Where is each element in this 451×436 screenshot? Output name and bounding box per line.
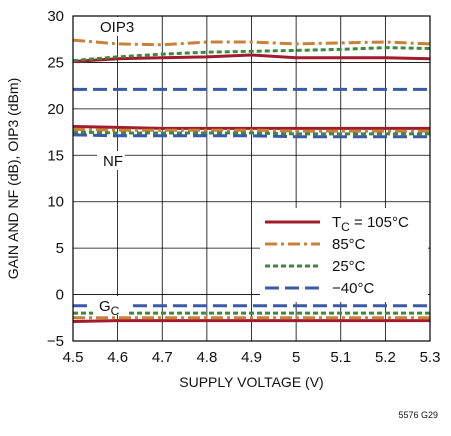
x-tick-label: 5.1 [330,349,351,366]
y-tick-label: 10 [47,194,64,211]
figure-id: 5576 G29 [398,410,438,420]
series-line [72,127,430,133]
series-line [72,46,431,63]
x-tick-labels: 4.5 4.6 4.7 4.8 4.9 5 5.1 5.2 5.3 [63,349,441,366]
y-tick-label: 15 [47,147,64,164]
x-tick-label: 5.3 [420,349,441,366]
y-tick-label: 20 [47,101,64,118]
legend-label: 85°C [332,236,366,253]
legend-label: −40°C [332,280,374,297]
y-tick-label: 25 [47,54,64,71]
series-lines [72,38,431,323]
annotation-background [97,151,125,170]
y-tick-label: 30 [47,8,64,25]
y-tick-label: −5 [47,333,64,350]
annotation-label: OIP3 [100,19,134,36]
annotation-background [94,17,144,36]
x-tick-label: 5.2 [375,349,396,366]
series-line [72,130,430,136]
plot-frame [72,15,431,342]
y-tick-labels: 30 25 20 15 10 5 0 −5 [47,8,64,350]
annotation-label: NF [103,153,123,170]
y-axis-label: GAIN AND NF (dB), OIP3 (dBm) [5,78,21,279]
legend-label: 25°C [332,258,366,275]
x-tick-label: 4.6 [107,349,128,366]
series-line [72,53,431,63]
annotation-background [93,296,127,315]
x-tick-label: 4.8 [196,349,217,366]
y-tick-label: 0 [56,287,64,304]
annotation-label: GC [99,298,120,318]
y-tick-label: 5 [56,240,64,257]
x-tick-label: 4.5 [63,349,84,366]
legend-background [260,208,428,302]
annotations: OIP3 NF GC [93,17,144,318]
x-tick-label: 4.7 [152,349,173,366]
x-tick-label: 4.9 [241,349,262,366]
series-line [72,125,430,130]
x-axis-label: SUPPLY VOLTAGE (V) [179,374,323,390]
series-line [72,38,431,47]
legend-label: TC = 105°C [332,214,409,234]
series-line [72,319,430,323]
x-tick-label: 5 [292,349,300,366]
legend: TC = 105°C 85°C 25°C −40°C [265,214,409,297]
